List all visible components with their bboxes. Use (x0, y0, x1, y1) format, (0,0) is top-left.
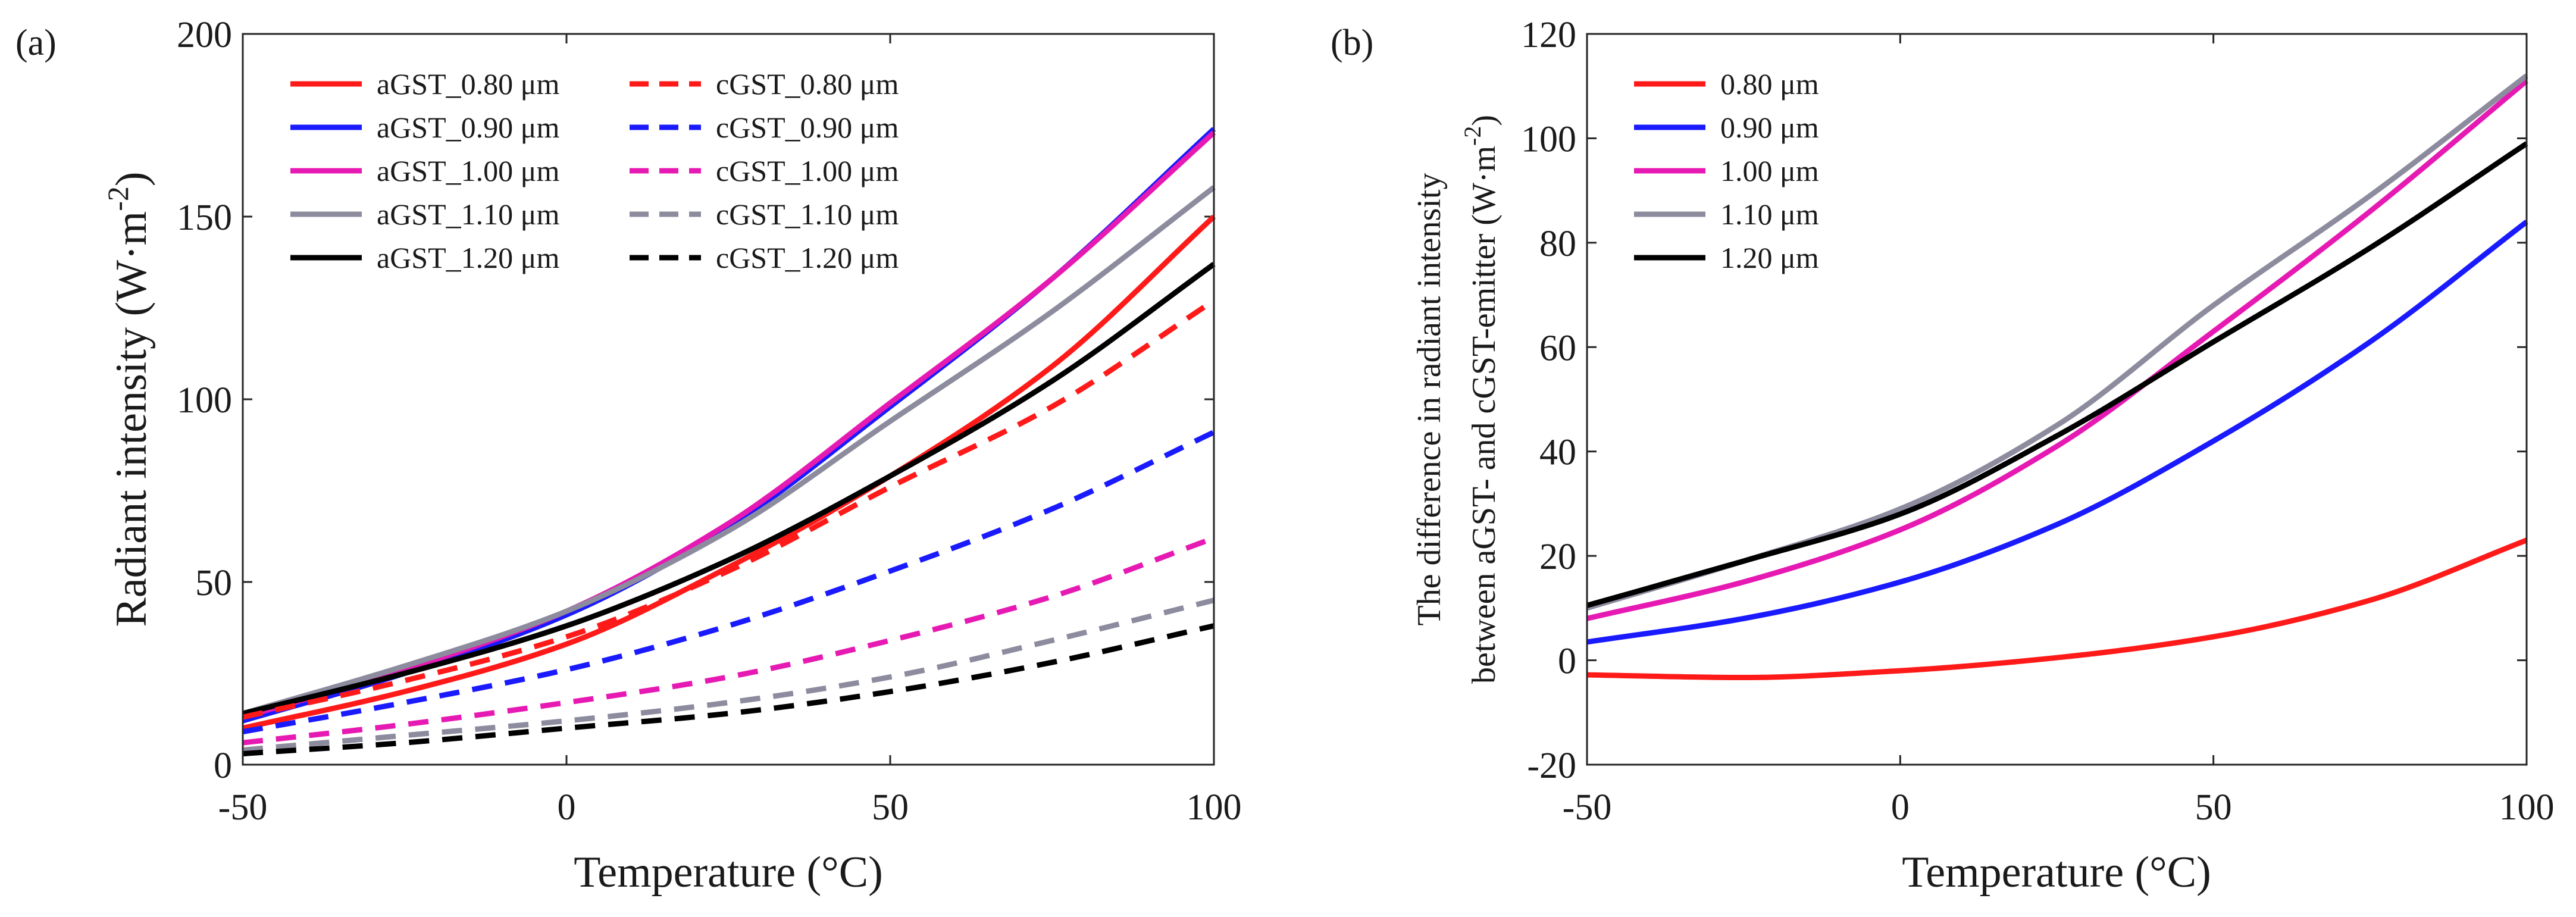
a-y-tick-label: 150 (177, 198, 232, 238)
panel-b-axes-box (1586, 33, 2528, 766)
panel-b-chart: (b) -50 0 50 100 -20 0 20 40 60 80 100 120 Tempera… (1331, 15, 2555, 897)
panel-a-series-group (242, 127, 1216, 757)
b-x-tick-label: 0 (1891, 787, 1910, 828)
panel-a-y-axis-title: Radiant intensity (W·m-2) (101, 171, 156, 627)
a-legend-label-cgst-1-10-m: cGST_1.10 μm (716, 198, 899, 231)
panel-b-legend: 0.80 μm 0.90 μm 1.00 μm 1.10 μm 1.20 μm (1634, 67, 1819, 274)
a-legend-label-cgst-0-90-m: cGST_0.90 μm (716, 111, 899, 144)
a-series-line-cgst-0-90-m (242, 430, 1215, 735)
b-legend-label-0-90-m: 0.90 μm (1720, 111, 1819, 144)
panel-b-y-axis-title-sup: -2 (1459, 126, 1486, 146)
a-legend-label-agst-1-20-m: aGST_1.20 μm (377, 241, 559, 274)
panel-b-x-tick-labels: -50 0 50 100 (1563, 787, 2555, 828)
a-series-line-agst-1-20-m (242, 262, 1216, 716)
b-series-line-1-00-m (1586, 79, 2528, 621)
a-x-tick-label: -50 (218, 787, 268, 828)
panel-b-series-group (1586, 73, 2528, 681)
a-x-tick-label: 100 (1187, 787, 1242, 828)
a-legend-label-agst-0-90-m: aGST_0.90 μm (377, 111, 559, 144)
a-legend-label-agst-1-00-m: aGST_1.00 μm (377, 154, 559, 187)
panel-b-y-axis-title-main: between aGST- and cGST-emitter (W·m (1466, 146, 1503, 684)
a-series-line-agst-0-80-m (242, 214, 1216, 731)
panel-a-x-tick-labels: -50 0 50 100 (218, 787, 1242, 828)
b-x-tick-label: 50 (2195, 787, 2232, 828)
b-legend-label-1-20-m: 1.20 μm (1720, 241, 1819, 274)
panel-b-label: (b) (1331, 23, 1373, 63)
b-series-line-0-80-m (1586, 537, 2528, 681)
b-y-tick-label: 0 (1558, 641, 1576, 682)
a-series-line-cgst-0-80-m (242, 298, 1216, 720)
panel-a-y-tick-labels: 0 50 100 150 200 (177, 15, 232, 786)
a-y-tick-label: 100 (177, 380, 232, 421)
panel-a-y-axis-title-sup: -2 (101, 186, 134, 211)
panel-b-x-axis-title: Temperature (°C) (1902, 848, 2211, 897)
panel-a-x-axis-title: Temperature (°C) (574, 848, 883, 897)
panel-a-legend: aGST_0.80 μm aGST_0.90 μm aGST_1.00 μm aGST… (290, 67, 899, 274)
panel-a-label: (a) (15, 23, 57, 63)
b-y-tick-label: -20 (1527, 746, 1576, 786)
b-series-line-1-20-m (1586, 141, 2528, 608)
b-y-tick-label: 20 (1539, 537, 1576, 577)
panel-b-y-axis-title-line1: The difference in radiant intensity (1411, 173, 1448, 626)
panel-a-y-axis-title-end: ) (107, 171, 156, 186)
a-legend-label-cgst-1-20-m: cGST_1.20 μm (716, 241, 899, 274)
a-series-line-cgst-1-10-m (242, 597, 1215, 753)
a-legend-label-agst-1-10-m: aGST_1.10 μm (377, 198, 559, 231)
a-y-tick-label: 200 (177, 15, 232, 55)
b-x-tick-label: 100 (2499, 787, 2555, 828)
b-legend-label-1-00-m: 1.00 μm (1720, 154, 1819, 187)
a-legend-label-cgst-1-00-m: cGST_1.00 μm (716, 154, 899, 187)
b-series-line-0-90-m (1586, 220, 2528, 645)
b-x-tick-label: -50 (1563, 787, 1612, 828)
b-legend-label-0-80-m: 0.80 μm (1720, 67, 1819, 101)
b-y-tick-label: 40 (1539, 433, 1576, 473)
b-y-tick-label: 120 (1521, 15, 1576, 55)
a-y-tick-label: 50 (195, 563, 232, 603)
a-x-tick-label: 50 (872, 787, 909, 828)
a-legend-label-cgst-0-80-m: cGST_0.80 μm (716, 67, 899, 101)
a-y-tick-label: 0 (214, 746, 232, 786)
a-series-line-agst-1-10-m (242, 185, 1216, 716)
b-y-tick-label: 80 (1539, 224, 1576, 264)
a-x-tick-label: 0 (558, 787, 576, 828)
a-series-line-agst-1-00-m (242, 130, 1216, 720)
panel-b-y-axis-title-line2: between aGST- and cGST-emitter (W·m-2) (1459, 115, 1503, 684)
a-legend-label-agst-0-80-m: aGST_0.80 μm (377, 67, 559, 101)
b-y-tick-label: 100 (1521, 119, 1576, 159)
panel-a-y-axis-title-main: Radiant intensity (W·m (107, 211, 156, 627)
panel-b-y-axis-title-end: ) (1466, 115, 1503, 126)
a-series-line-cgst-1-20-m (242, 623, 1215, 757)
b-legend-label-1-10-m: 1.10 μm (1720, 198, 1819, 231)
panel-a-axes-box (242, 33, 1215, 766)
panel-b-y-tick-labels: -20 0 20 40 60 80 100 120 (1521, 15, 1576, 786)
b-y-tick-label: 60 (1539, 328, 1576, 368)
